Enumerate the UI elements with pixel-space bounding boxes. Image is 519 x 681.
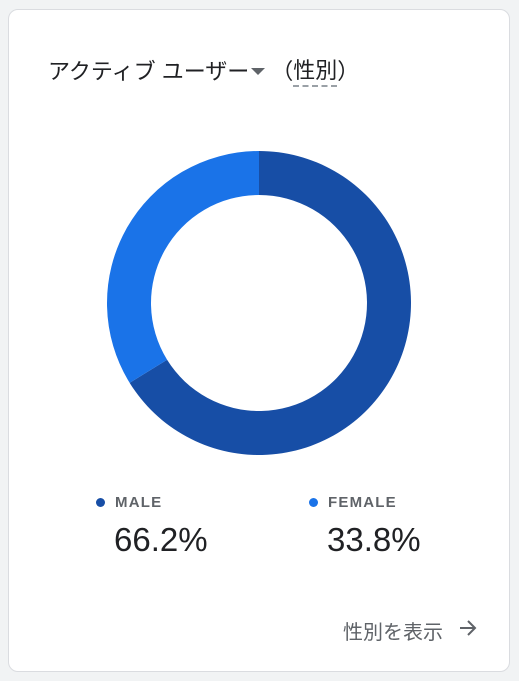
- view-gender-link[interactable]: 性別を表示: [343, 616, 479, 645]
- legend-label-female: FEMALE: [328, 494, 397, 511]
- view-gender-label: 性別を表示: [343, 622, 443, 644]
- metric-selector[interactable]: アクティブ ユーザー: [48, 54, 271, 86]
- dropdown-caret-icon: [251, 68, 266, 75]
- donut-slice-female[interactable]: [107, 151, 259, 383]
- card-title: アクティブ ユーザー （ 性別 ）: [48, 53, 359, 87]
- dimension-link[interactable]: 性別: [293, 53, 338, 87]
- dimension-open-paren: （: [271, 59, 294, 84]
- legend-item-male: MALE 66.2%: [96, 494, 208, 559]
- legend-label-male: MALE: [115, 494, 163, 511]
- legend-dot-female: [309, 498, 318, 507]
- donut-chart: [107, 151, 411, 456]
- dimension-close-paren: ）: [337, 59, 360, 84]
- arrow-right-icon: [457, 617, 479, 645]
- legend-dot-male: [96, 498, 105, 507]
- demographics-card: アクティブ ユーザー （ 性別 ） MALE 66.2% FEMALE 33.8…: [8, 9, 510, 672]
- donut-slice-male[interactable]: [129, 151, 411, 456]
- metric-label: アクティブ ユーザー: [48, 59, 250, 84]
- legend-value-male: 66.2%: [114, 521, 208, 558]
- legend-item-female: FEMALE 33.8%: [309, 494, 421, 559]
- legend-value-female: 33.8%: [327, 521, 421, 558]
